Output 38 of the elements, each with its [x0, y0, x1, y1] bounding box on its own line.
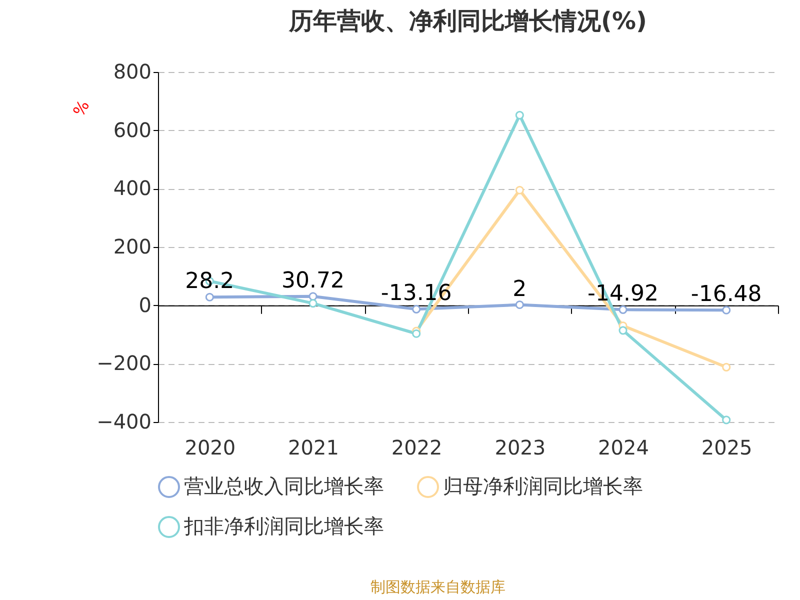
x-tick-label: 2020	[184, 436, 236, 460]
x-tick-label: 2023	[494, 436, 546, 460]
point	[412, 329, 421, 338]
y-tick-label: 400	[113, 176, 152, 200]
data-label: -13.16	[380, 281, 452, 306]
x-tick-label: 2022	[391, 436, 442, 460]
point	[308, 299, 318, 308]
y-tick-label: −400	[96, 410, 152, 434]
point	[515, 300, 524, 310]
data-label: 28.2	[185, 269, 234, 294]
x-tick-label: 2025	[701, 436, 752, 460]
point	[205, 292, 214, 302]
chart-title: 历年营收、净利同比增长情况(%)	[288, 7, 647, 35]
y-tick-label: −200	[96, 351, 152, 376]
point	[515, 186, 524, 194]
text: 制图数据来自数据库	[370, 578, 506, 596]
point	[618, 305, 628, 314]
y-tick-label: 200	[113, 234, 152, 258]
y-tick-label: 600	[113, 118, 152, 142]
legend-label: 营业总收入同比增长率	[184, 474, 384, 498]
data-label: 30.72	[282, 268, 344, 294]
legend-label: 归母净利润同比增长率	[443, 474, 643, 498]
data-label: -16.48	[690, 282, 762, 308]
data-label: -14.92	[588, 282, 658, 307]
y-tick-label: 800	[113, 60, 152, 84]
y-axis-title: %	[69, 96, 94, 120]
x-tick-label: 2021	[288, 436, 339, 460]
point	[722, 362, 731, 372]
y-tick-label: 0	[138, 292, 152, 317]
point	[412, 304, 421, 314]
point	[722, 306, 731, 314]
point	[722, 416, 731, 424]
x-tick-label: 2024	[598, 436, 649, 460]
point	[618, 326, 628, 335]
data-label: 2	[512, 276, 527, 302]
point	[308, 292, 318, 301]
legend-label: 扣非净利润同比增长率	[183, 514, 384, 538]
point	[515, 110, 524, 120]
